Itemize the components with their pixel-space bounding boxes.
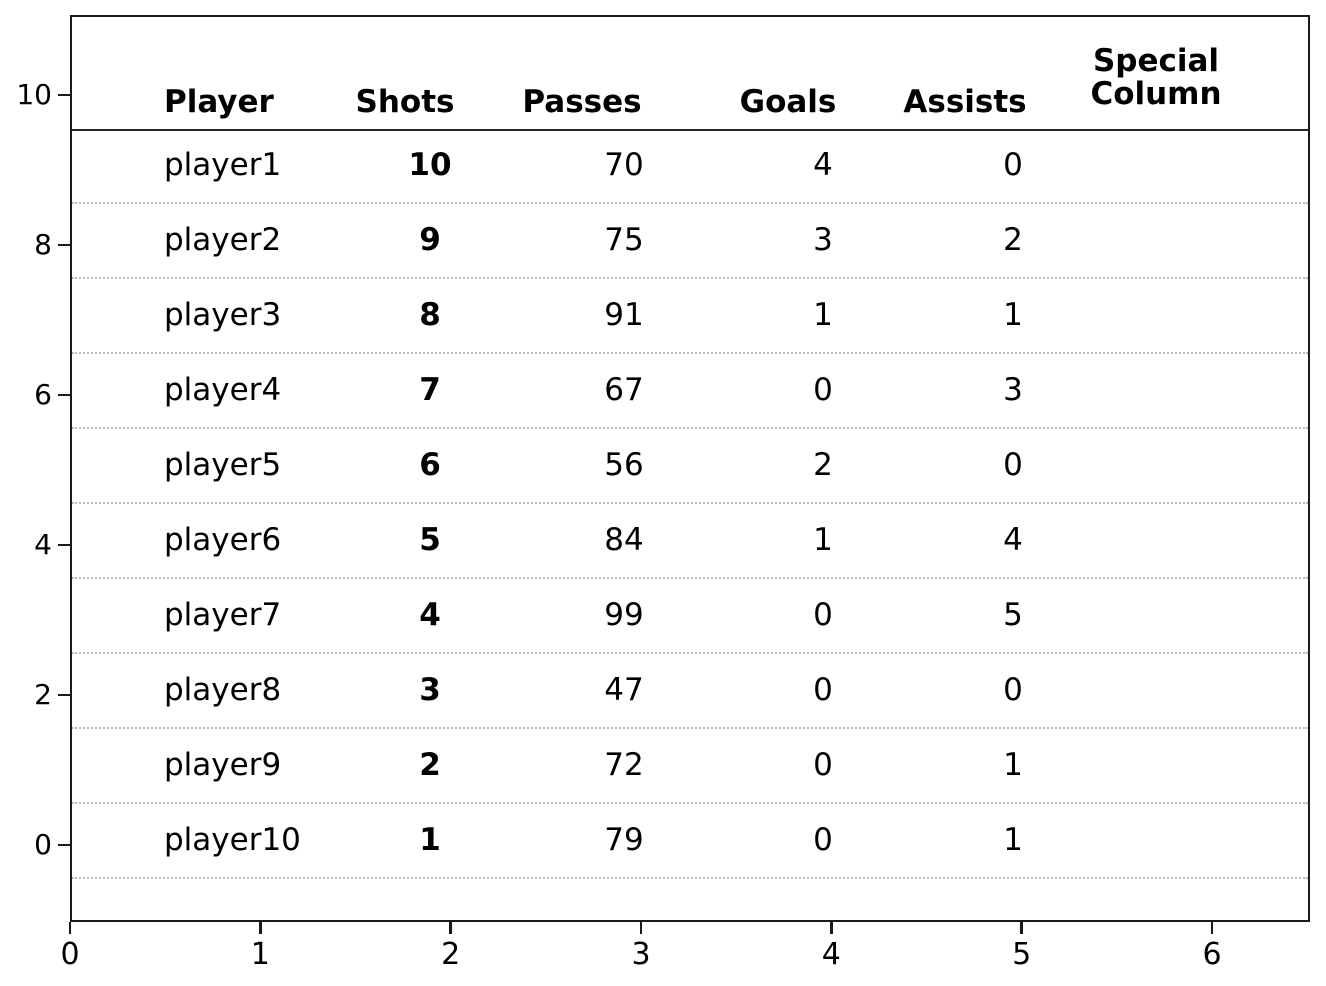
special-header-line2: Column [1090,76,1222,112]
table-row: player4 7 67 0 3 [72,354,1308,429]
column-header-shots: Shots [355,84,455,120]
cell-passes: 84 [604,522,644,558]
table-row: player7 4 99 0 5 [72,579,1308,654]
cell-assists: 3 [1003,372,1023,408]
y-axis-tick-label: 6 [34,378,52,411]
x-axis-tick-label: 2 [441,937,461,972]
cell-assists: 0 [1003,147,1023,183]
column-header-assists: Assists [903,84,1027,120]
x-axis-tick-label: 0 [60,937,80,972]
table-row: player9 2 72 0 1 [72,729,1308,804]
cell-shots: 1 [419,822,441,858]
table-row: player6 5 84 1 4 [72,504,1308,579]
y-axis-tick-label: 4 [34,528,52,561]
table-row: player2 9 75 3 2 [72,204,1308,279]
cell-player: player2 [164,222,282,258]
cell-goals: 0 [813,747,833,783]
table-header-row: Player Shots Passes Goals Assists Specia… [72,17,1308,131]
cell-assists: 0 [1003,447,1023,483]
y-axis-tick-label: 8 [34,228,52,261]
cell-player: player5 [164,447,282,483]
cell-shots: 3 [419,672,441,708]
cell-goals: 2 [813,447,833,483]
table-row: player8 3 47 0 0 [72,654,1308,729]
cell-shots: 9 [419,222,441,258]
x-axis-tick-label: 4 [821,937,841,972]
cell-player: player4 [164,372,282,408]
cell-player: player10 [164,822,301,858]
plot-area: Player Shots Passes Goals Assists Specia… [70,15,1310,922]
cell-passes: 47 [604,672,644,708]
cell-assists: 2 [1003,222,1023,258]
cell-goals: 4 [813,147,833,183]
cell-goals: 3 [813,222,833,258]
y-axis-tick-label: 2 [34,678,52,711]
cell-shots: 10 [408,147,452,183]
cell-shots: 2 [419,747,441,783]
y-axis-tick-label: 0 [34,828,52,861]
column-header-player: Player [164,84,274,120]
cell-assists: 0 [1003,672,1023,708]
cell-goals: 0 [813,372,833,408]
column-header-goals: Goals [739,84,837,120]
x-tick-mark [259,922,262,934]
table-row: player1 10 70 4 0 [72,129,1308,204]
cell-shots: 4 [419,597,441,633]
cell-passes: 91 [604,297,644,333]
cell-passes: 56 [604,447,644,483]
cell-goals: 1 [813,297,833,333]
x-axis-tick-label: 5 [1012,937,1032,972]
cell-passes: 70 [604,147,644,183]
cell-passes: 79 [604,822,644,858]
cell-goals: 0 [813,822,833,858]
cell-assists: 1 [1003,747,1023,783]
cell-shots: 7 [419,372,441,408]
cell-player: player9 [164,747,282,783]
cell-player: player3 [164,297,282,333]
column-header-passes: Passes [522,84,642,120]
x-tick-mark [1020,922,1023,934]
cell-passes: 67 [604,372,644,408]
x-axis-tick-label: 3 [631,937,651,972]
cell-assists: 4 [1003,522,1023,558]
cell-passes: 99 [604,597,644,633]
cell-player: player8 [164,672,282,708]
y-tick-mark [58,393,70,397]
y-tick-mark [58,843,70,847]
cell-goals: 0 [813,672,833,708]
special-header-line1: Special [1092,43,1220,79]
cell-shots: 6 [419,447,441,483]
cell-passes: 72 [604,747,644,783]
cell-player: player7 [164,597,282,633]
y-axis-tick-label: 10 [16,78,52,111]
cell-player: player1 [164,147,282,183]
cell-shots: 5 [419,522,441,558]
x-tick-mark [1210,922,1214,934]
cell-assists: 1 [1003,822,1023,858]
cell-player: player6 [164,522,282,558]
y-tick-mark [58,693,70,697]
cell-goals: 1 [813,522,833,558]
cell-assists: 1 [1003,297,1023,333]
column-header-special-column: Special Column [1056,45,1256,111]
table-row: player3 8 91 1 1 [72,279,1308,354]
x-axis-tick-label: 1 [250,937,270,972]
x-tick-mark [639,922,643,934]
cell-goals: 0 [813,597,833,633]
x-axis-tick-label: 6 [1202,937,1222,972]
x-tick-mark [830,922,833,934]
y-tick-mark [58,543,70,547]
x-tick-mark [449,922,452,934]
cell-passes: 75 [604,222,644,258]
table-row: player5 6 56 2 0 [72,429,1308,504]
table-row: player10 1 79 0 1 [72,804,1308,879]
y-tick-mark [58,93,70,97]
cell-shots: 8 [419,297,441,333]
x-tick-mark [68,922,72,934]
y-tick-mark [58,243,70,247]
cell-assists: 5 [1003,597,1023,633]
